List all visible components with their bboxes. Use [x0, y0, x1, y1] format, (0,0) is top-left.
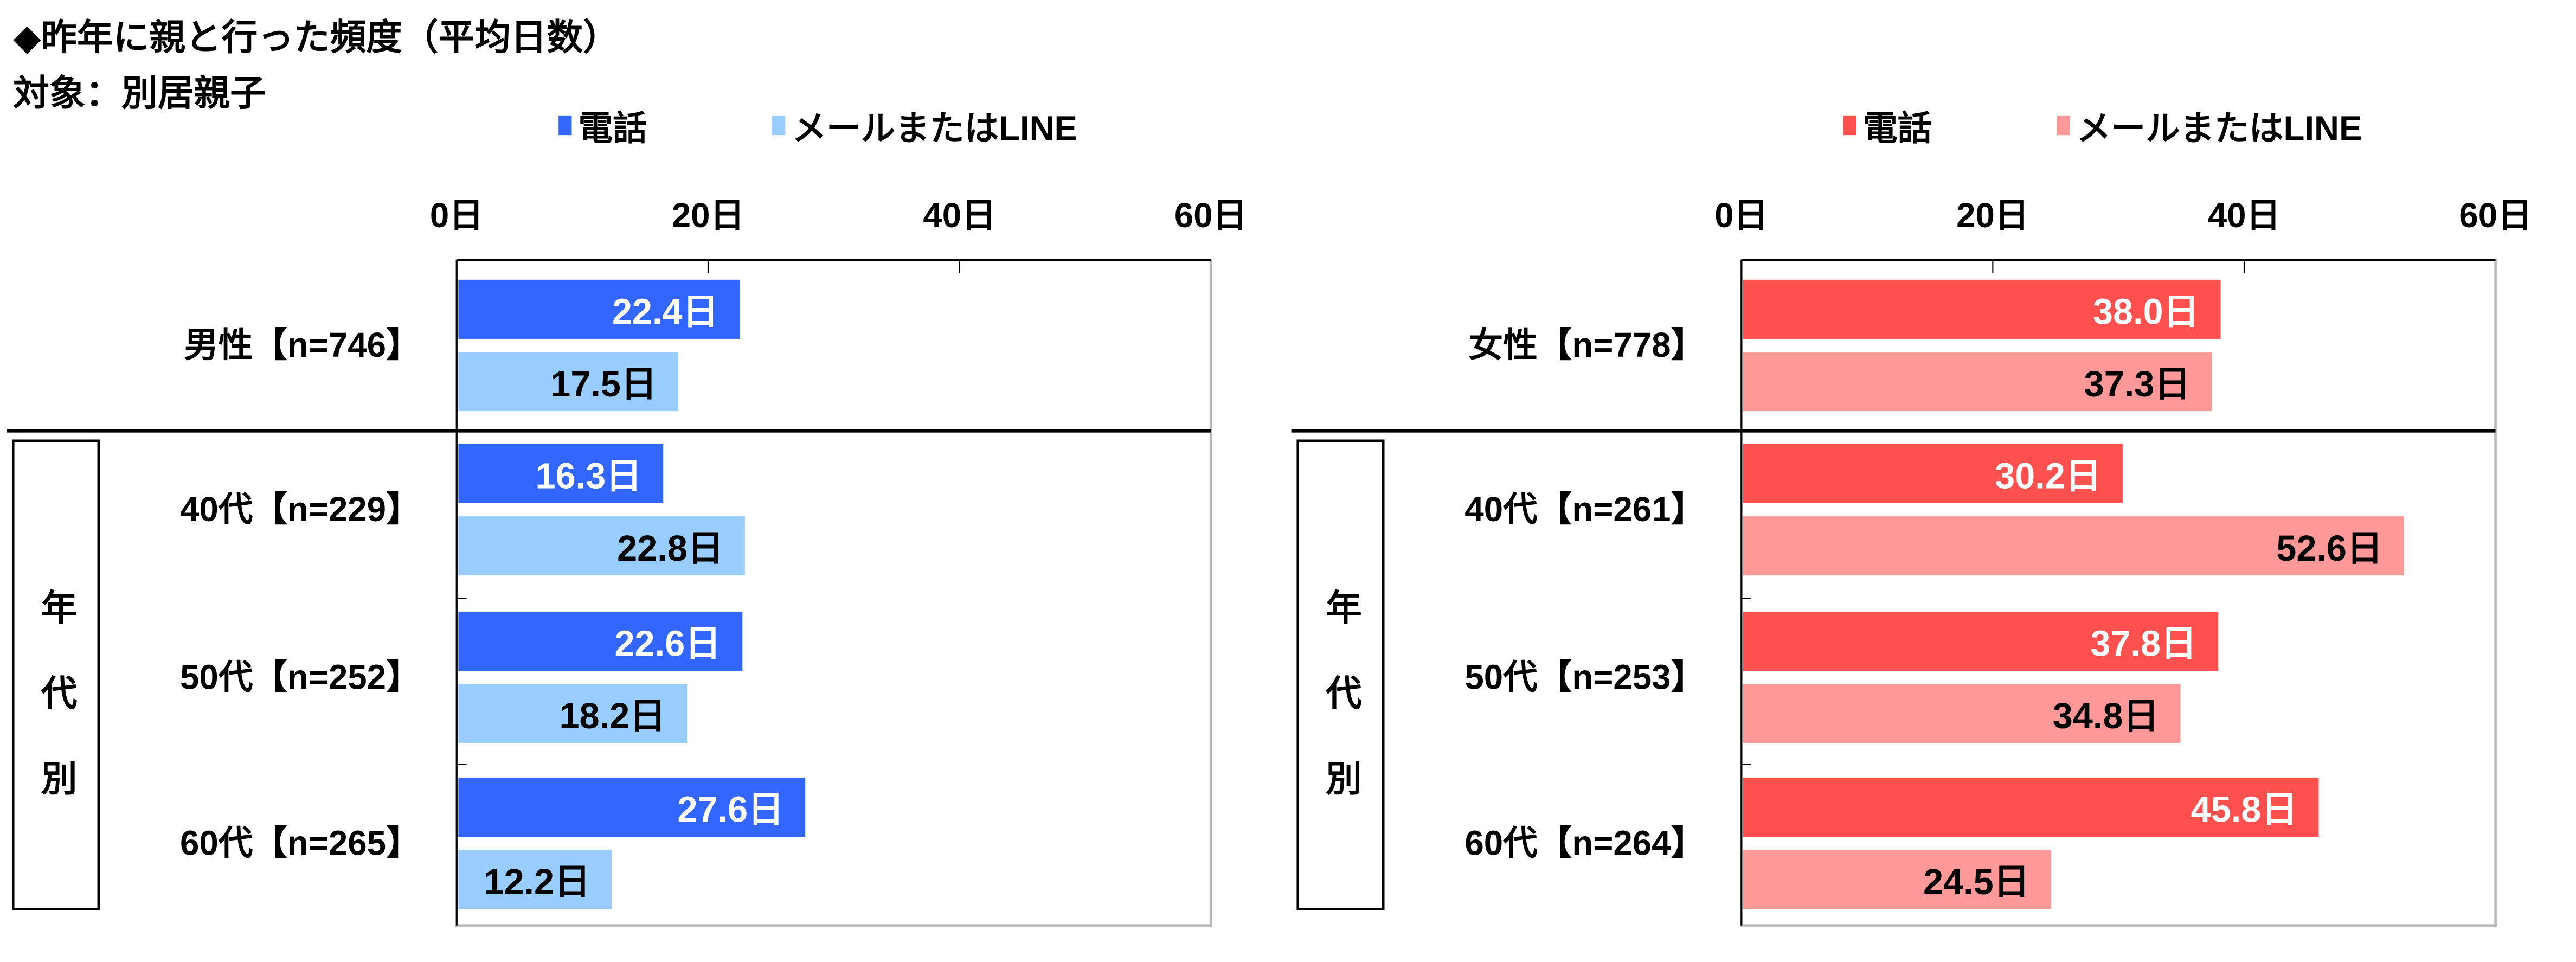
category-label: 男性【n=746】	[184, 326, 421, 364]
age-group-box	[1296, 439, 1385, 910]
bar	[1743, 684, 2181, 743]
legend-label: 電話	[1863, 109, 1932, 147]
chart-title: ◆昨年に親と行った頻度（平均日数）	[13, 18, 619, 58]
x-tick-label: 40日	[2208, 196, 2281, 235]
bar	[1743, 777, 2319, 837]
age-group-box-label: 年代別	[1320, 588, 1362, 845]
data-label: 45.8日	[2191, 790, 2297, 830]
legend-label: 電話	[579, 109, 647, 147]
data-label: 27.6日	[677, 790, 783, 830]
bar	[1743, 352, 2212, 412]
data-label: 38.0日	[2093, 292, 2199, 332]
data-label: 22.4日	[612, 292, 718, 332]
bar	[1743, 850, 2051, 909]
x-tick-label: 40日	[923, 196, 995, 235]
bar	[458, 777, 806, 837]
data-label: 37.3日	[2084, 364, 2190, 405]
category-label: 40代【n=229】	[180, 490, 421, 529]
chart-subtitle: 対象：別居親子	[13, 74, 266, 114]
data-label: 18.2日	[559, 696, 665, 736]
data-label: 12.2日	[484, 862, 590, 902]
legend-swatch	[772, 115, 786, 136]
legend-swatch	[1843, 115, 1856, 136]
x-tick-label: 20日	[1956, 196, 2029, 235]
legend-label: メールまたはLINE	[792, 109, 1077, 147]
data-label: 22.6日	[614, 624, 721, 664]
category-label: 50代【n=252】	[180, 658, 421, 696]
bar	[458, 352, 679, 412]
data-label: 22.8日	[617, 529, 723, 569]
bar	[458, 684, 688, 743]
x-tick-label: 60日	[2459, 196, 2532, 235]
x-tick-label: 0日	[1714, 196, 1768, 235]
category-label: 40代【n=261】	[1464, 490, 1705, 529]
category-label: 50代【n=253】	[1464, 658, 1705, 696]
age-group-box	[11, 439, 100, 910]
data-label: 16.3日	[535, 457, 641, 497]
x-tick-label: 20日	[672, 196, 744, 235]
legend-label: メールまたはLINE	[2077, 109, 2362, 147]
legend-swatch	[2057, 115, 2070, 136]
bar	[1743, 444, 2123, 503]
category-label: 60代【n=265】	[180, 824, 421, 862]
bar	[1743, 279, 2221, 339]
data-label: 24.5日	[1923, 862, 2029, 902]
bar	[458, 611, 743, 671]
category-label: 60代【n=264】	[1464, 824, 1705, 862]
data-label: 34.8日	[2053, 696, 2159, 736]
legend-swatch	[558, 115, 572, 136]
data-label: 37.8日	[2090, 624, 2196, 664]
data-label: 17.5日	[550, 364, 657, 405]
data-label: 52.6日	[2276, 529, 2382, 569]
x-tick-label: 0日	[430, 196, 484, 235]
age-group-box-label: 年代別	[36, 588, 78, 845]
bar	[1743, 516, 2405, 576]
bar	[458, 279, 740, 339]
category-label: 女性【n=778】	[1469, 326, 1706, 364]
data-label: 30.2日	[1995, 457, 2101, 497]
bar	[458, 516, 745, 576]
bar	[458, 444, 664, 503]
x-tick-label: 60日	[1174, 196, 1247, 235]
bar	[1743, 611, 2218, 671]
bar	[458, 850, 612, 909]
